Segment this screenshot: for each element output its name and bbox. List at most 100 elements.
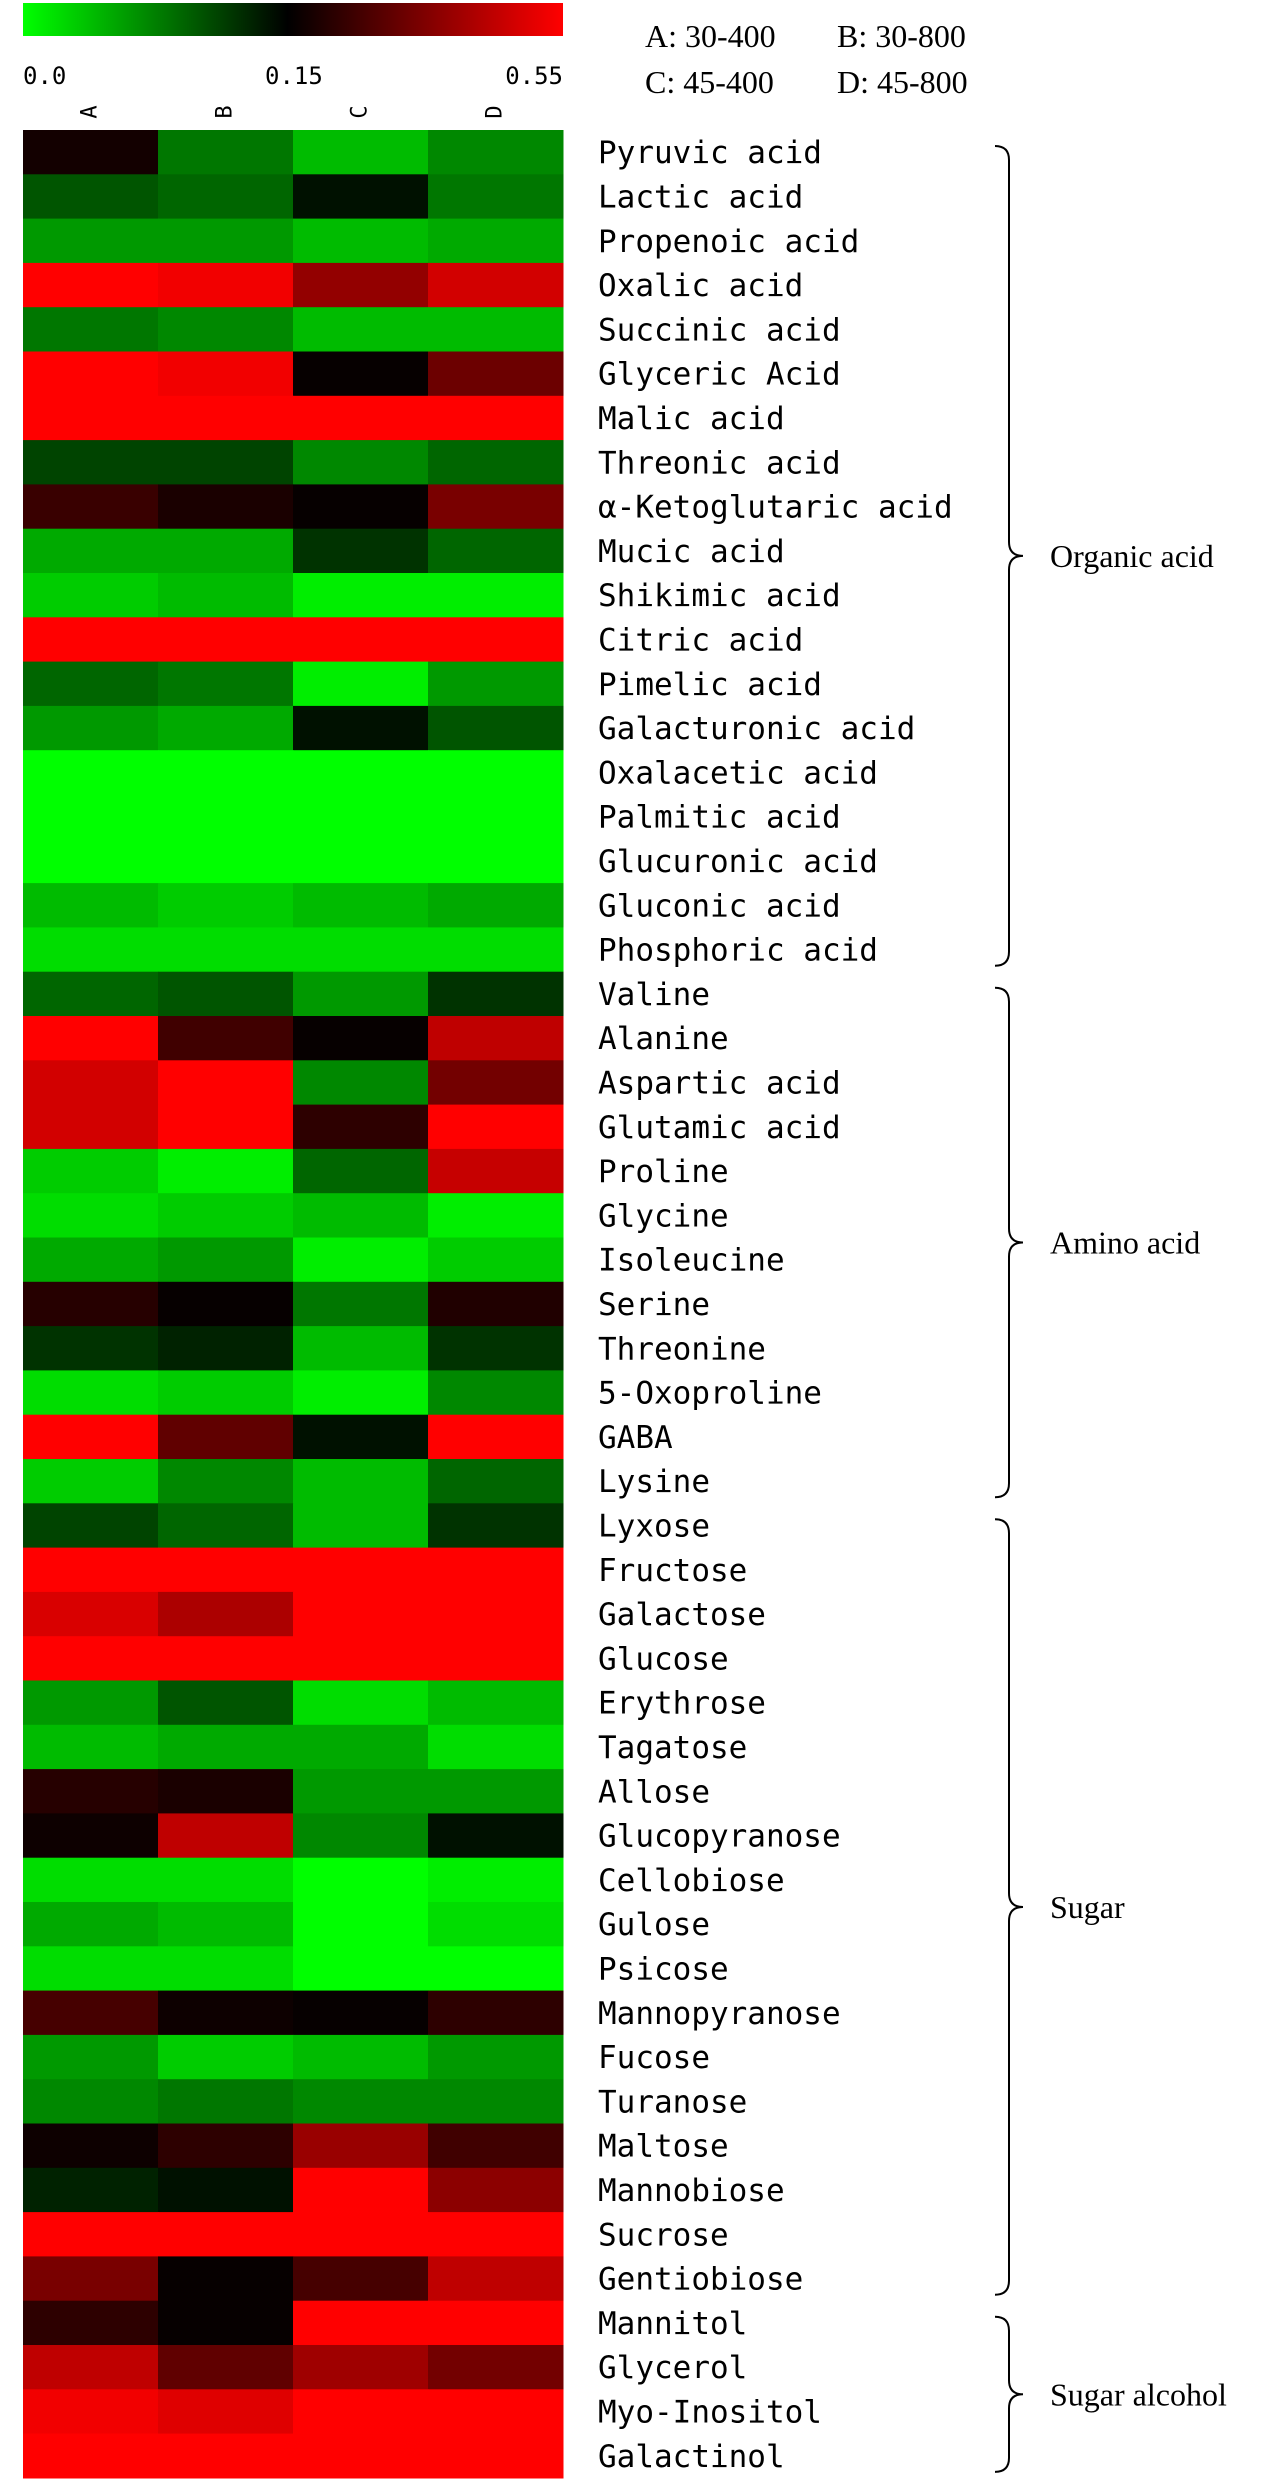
heatmap-cell (428, 174, 564, 220)
group-bracket (994, 1518, 1024, 2296)
heatmap-cell (23, 1148, 159, 1194)
heatmap-cell (293, 750, 429, 796)
heatmap-cell (158, 1414, 294, 1460)
heatmap-cell (158, 1813, 294, 1859)
heatmap-cell (158, 971, 294, 1017)
heatmap-cell (23, 1237, 159, 1283)
row-label: α-Ketoglutaric acid (598, 490, 953, 526)
row-label: Fucose (598, 2040, 710, 2076)
heatmap-cell (293, 528, 429, 574)
heatmap-cell (293, 1813, 429, 1859)
heatmap-cell (293, 2256, 429, 2302)
row-label: Mannitol (598, 2306, 747, 2342)
heatmap-cell (158, 1326, 294, 1371)
heatmap-cell (293, 971, 429, 1017)
heatmap-cell (23, 617, 159, 663)
heatmap-cell (428, 1902, 564, 1947)
heatmap-cell (293, 1193, 429, 1239)
heatmap-cell (293, 705, 429, 751)
heatmap-cell (293, 395, 429, 441)
heatmap-cell (158, 174, 294, 220)
row-label: Allose (598, 1774, 710, 1810)
heatmap-cell (293, 1016, 429, 1061)
heatmap-cell (23, 1946, 159, 1992)
heatmap-cell (293, 2167, 429, 2213)
row-label: Alanine (598, 1021, 729, 1057)
heatmap-cell (158, 1148, 294, 1194)
heatmap-cell (158, 1104, 294, 1150)
heatmap-cell (293, 1990, 429, 2036)
heatmap-cell (293, 1237, 429, 1283)
row-label: GABA (598, 1420, 673, 1456)
heatmap-cell (293, 1902, 429, 1947)
treatment-key-c: C: 45-400 (645, 64, 774, 100)
heatmap-cell (23, 2034, 159, 2080)
heatmap-cell (158, 2389, 294, 2435)
treatment-key-d: D: 45-800 (837, 64, 968, 100)
heatmap-cell (158, 1193, 294, 1239)
row-label: Myo-Inositol (598, 2394, 822, 2430)
row-label: Galactose (598, 1597, 766, 1633)
row-label: Galacturonic acid (598, 711, 915, 747)
heatmap-cell (428, 2345, 564, 2390)
row-label: Palmitic acid (598, 800, 841, 836)
row-label: Psicose (598, 1951, 729, 1987)
heatmap-cell (23, 2079, 159, 2125)
row-label: Galactinol (598, 2439, 785, 2475)
heatmap-cell (158, 1370, 294, 1416)
heatmap-cell (23, 1193, 159, 1239)
heatmap-cell (293, 1370, 429, 1416)
heatmap-cell (428, 1724, 564, 1770)
heatmap-cell (23, 1902, 159, 1947)
row-label: Mucic acid (598, 534, 785, 570)
heatmap-cell (428, 484, 564, 530)
group-bracket (994, 986, 1024, 1499)
heatmap-cell (293, 1636, 429, 1682)
heatmap-cell (23, 307, 159, 353)
heatmap-cell (293, 661, 429, 707)
treatment-key-a: A: 30-400 (645, 18, 776, 54)
column-label: C (348, 105, 373, 118)
heatmap-cell (158, 1016, 294, 1061)
row-label: Pyruvic acid (598, 135, 822, 171)
heatmap-cell (158, 528, 294, 574)
heatmap-cell (293, 2034, 429, 2080)
heatmap-cell (23, 1636, 159, 1682)
heatmap-cell (293, 1946, 429, 1992)
heatmap-cell (293, 1060, 429, 1106)
row-label: Oxalic acid (598, 268, 803, 304)
heatmap-cell (428, 2034, 564, 2080)
row-label: Pimelic acid (598, 667, 822, 703)
row-label: Proline (598, 1154, 729, 1190)
column-label: A (78, 105, 103, 118)
heatmap-cell (428, 1857, 564, 1903)
heatmap-cell (23, 484, 159, 530)
row-label: Glucose (598, 1641, 729, 1677)
row-label: Fructose (598, 1553, 747, 1589)
row-label: Lyxose (598, 1508, 710, 1544)
heatmap-cell (158, 2034, 294, 2080)
heatmap-cell (428, 1016, 564, 1061)
heatmap-cell (293, 440, 429, 485)
row-label: Gluconic acid (598, 888, 841, 924)
heatmap-cell (428, 1636, 564, 1682)
heatmap-cell (158, 130, 294, 175)
heatmap-cell (293, 174, 429, 220)
heatmap-cell (428, 1591, 564, 1637)
heatmap-cell (158, 1281, 294, 1327)
heatmap-cell (428, 1104, 564, 1150)
heatmap-cell (428, 1459, 564, 1504)
heatmap-cell (428, 1813, 564, 1859)
group-label: Organic acid (1050, 538, 1214, 574)
heatmap-cell (23, 2167, 159, 2213)
heatmap-cell (23, 1680, 159, 1726)
heatmap-cell (23, 2345, 159, 2390)
heatmap-cell (428, 661, 564, 707)
heatmap-cell (23, 838, 159, 884)
heatmap-cell (293, 484, 429, 530)
heatmap-cell (23, 528, 159, 574)
heatmap-cell (428, 1237, 564, 1283)
heatmap-cell (428, 2212, 564, 2257)
row-labels: Pyruvic acid Lactic acid Propenoic acid Oxa… (598, 135, 953, 2475)
heatmap-cell (23, 1990, 159, 2036)
